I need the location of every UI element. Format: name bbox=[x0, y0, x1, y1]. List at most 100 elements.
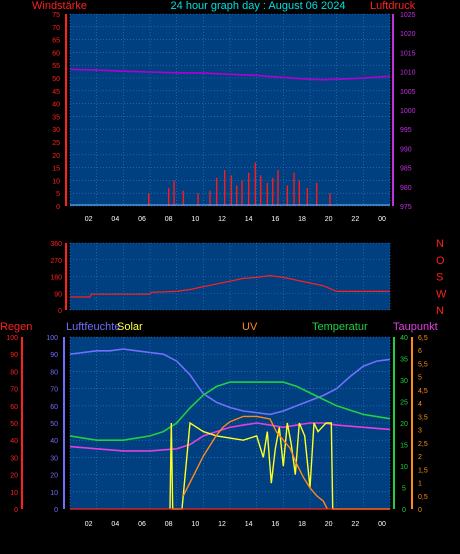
panel1-x-tick: 14 bbox=[245, 216, 253, 223]
compass-tick: N bbox=[436, 238, 444, 250]
uv-tick: 4,5 bbox=[418, 388, 428, 395]
temperature-tick: 20 bbox=[400, 421, 408, 428]
panel1-x-tick: 04 bbox=[111, 216, 119, 223]
direction-tick: 360 bbox=[50, 241, 62, 248]
temperature-tick: 5 bbox=[402, 486, 406, 493]
solar-label: Solar bbox=[117, 321, 143, 333]
wind-speed-tick: 75 bbox=[52, 12, 60, 19]
wind-speed-tick: 10 bbox=[52, 178, 60, 185]
panel3-x-tick: 16 bbox=[271, 521, 279, 528]
humidity-tick: 100 bbox=[46, 335, 58, 342]
panel3-x-tick: 20 bbox=[325, 521, 333, 528]
wind-speed-tick: 15 bbox=[52, 166, 60, 173]
header-right-label: Luftdruck bbox=[370, 0, 416, 12]
rain-tick: 70 bbox=[10, 387, 18, 394]
pressure-tick: 1015 bbox=[400, 50, 416, 57]
panel3-x-tick: 06 bbox=[138, 521, 146, 528]
compass-tick: W bbox=[436, 288, 447, 300]
chart-title: 24 hour graph day : August 06 2024 bbox=[171, 0, 346, 12]
humidity-tick: 30 bbox=[50, 455, 58, 462]
uv-tick: 4 bbox=[418, 401, 422, 408]
wind-speed-tick: 40 bbox=[52, 102, 60, 109]
temperature-tick: 30 bbox=[400, 378, 408, 385]
wind-speed-tick: 25 bbox=[52, 140, 60, 147]
uv-tick: 2,5 bbox=[418, 441, 428, 448]
pressure-tick: 985 bbox=[400, 166, 412, 173]
uv-label: UV bbox=[242, 321, 258, 333]
humidity-tick: 0 bbox=[54, 507, 58, 514]
temperature-tick: 25 bbox=[400, 400, 408, 407]
temperature-tick: 10 bbox=[400, 464, 408, 471]
direction-tick: 0 bbox=[58, 308, 62, 315]
panel3-x-tick: 10 bbox=[191, 521, 199, 528]
rain-tick: 30 bbox=[10, 455, 18, 462]
pressure-tick: 980 bbox=[400, 185, 412, 192]
uv-tick: 0,5 bbox=[418, 494, 428, 501]
rain-tick: 0 bbox=[14, 507, 18, 514]
dewpoint-label: Taupunkt bbox=[393, 321, 438, 333]
temperature-tick: 35 bbox=[400, 357, 408, 364]
panel1-x-tick: 18 bbox=[298, 216, 306, 223]
panel1-x-tick: 02 bbox=[85, 216, 93, 223]
humidity-tick: 40 bbox=[50, 438, 58, 445]
temperature-tick: 0 bbox=[402, 507, 406, 514]
humidity-tick: 10 bbox=[50, 490, 58, 497]
wind-speed-tick: 35 bbox=[52, 114, 60, 121]
pressure-tick: 1025 bbox=[400, 12, 416, 19]
wind-speed-tick: 50 bbox=[52, 76, 60, 83]
series-luftfeuchte-line bbox=[69, 348, 391, 416]
wind-speed-tick: 30 bbox=[52, 127, 60, 134]
pressure-line bbox=[69, 68, 391, 81]
rain-tick: 90 bbox=[10, 352, 18, 359]
humidity-tick: 50 bbox=[50, 421, 58, 428]
humidity-tick: 20 bbox=[50, 473, 58, 480]
pressure-tick: 1020 bbox=[400, 31, 416, 38]
uv-tick: 5 bbox=[418, 375, 422, 382]
direction-tick: 270 bbox=[50, 258, 62, 265]
panel3-x-tick: 02 bbox=[85, 521, 93, 528]
uv-tick: 3 bbox=[418, 428, 422, 435]
uv-tick: 3,5 bbox=[418, 414, 428, 421]
series-solar-line bbox=[169, 421, 390, 510]
temperature-tick: 15 bbox=[400, 443, 408, 450]
panel3-x-tick: 00 bbox=[378, 521, 386, 528]
wind-speed-tick: 45 bbox=[52, 89, 60, 96]
panel1-x-tick: 06 bbox=[138, 216, 146, 223]
panel1-x-tick: 22 bbox=[351, 216, 359, 223]
panel1-x-tick: 00 bbox=[378, 216, 386, 223]
panel3-x-tick: 14 bbox=[245, 521, 253, 528]
uv-tick: 2 bbox=[418, 454, 422, 461]
panel1-x-tick: 10 bbox=[191, 216, 199, 223]
panel3-x-tick: 12 bbox=[218, 521, 226, 528]
wind-direction-line bbox=[70, 274, 390, 298]
uv-tick: 6,5 bbox=[418, 335, 428, 342]
panel1-x-tick: 08 bbox=[165, 216, 173, 223]
compass-tick: S bbox=[436, 272, 443, 284]
wind-speed-tick: 60 bbox=[52, 50, 60, 57]
panel1-x-tick: 20 bbox=[325, 216, 333, 223]
humidity-tick: 80 bbox=[50, 369, 58, 376]
humidity-tick: 70 bbox=[50, 387, 58, 394]
panel1-x-tick: 16 bbox=[271, 216, 279, 223]
wind-speed-tick: 55 bbox=[52, 63, 60, 70]
wind-speed-tick: 65 bbox=[52, 38, 60, 45]
wind-speed-tick: 70 bbox=[52, 25, 60, 32]
rain-tick: 80 bbox=[10, 369, 18, 376]
rain-tick: 20 bbox=[10, 473, 18, 480]
temperature-label: Temperatur bbox=[312, 321, 368, 333]
rain-tick: 40 bbox=[10, 438, 18, 445]
wind-speed-tick: 20 bbox=[52, 153, 60, 160]
pressure-tick: 1000 bbox=[400, 108, 416, 115]
uv-tick: 0 bbox=[418, 507, 422, 514]
panel3-x-tick: 22 bbox=[351, 521, 359, 528]
uv-tick: 1 bbox=[418, 481, 422, 488]
rain-tick: 10 bbox=[10, 490, 18, 497]
compass-tick: N bbox=[436, 305, 444, 317]
direction-tick: 180 bbox=[50, 275, 62, 282]
panel3-x-tick: 04 bbox=[111, 521, 119, 528]
pressure-tick: 995 bbox=[400, 127, 412, 134]
rain-tick: 100 bbox=[6, 335, 18, 342]
direction-tick: 90 bbox=[54, 291, 62, 298]
header-left-label: Windstärke bbox=[32, 0, 87, 12]
